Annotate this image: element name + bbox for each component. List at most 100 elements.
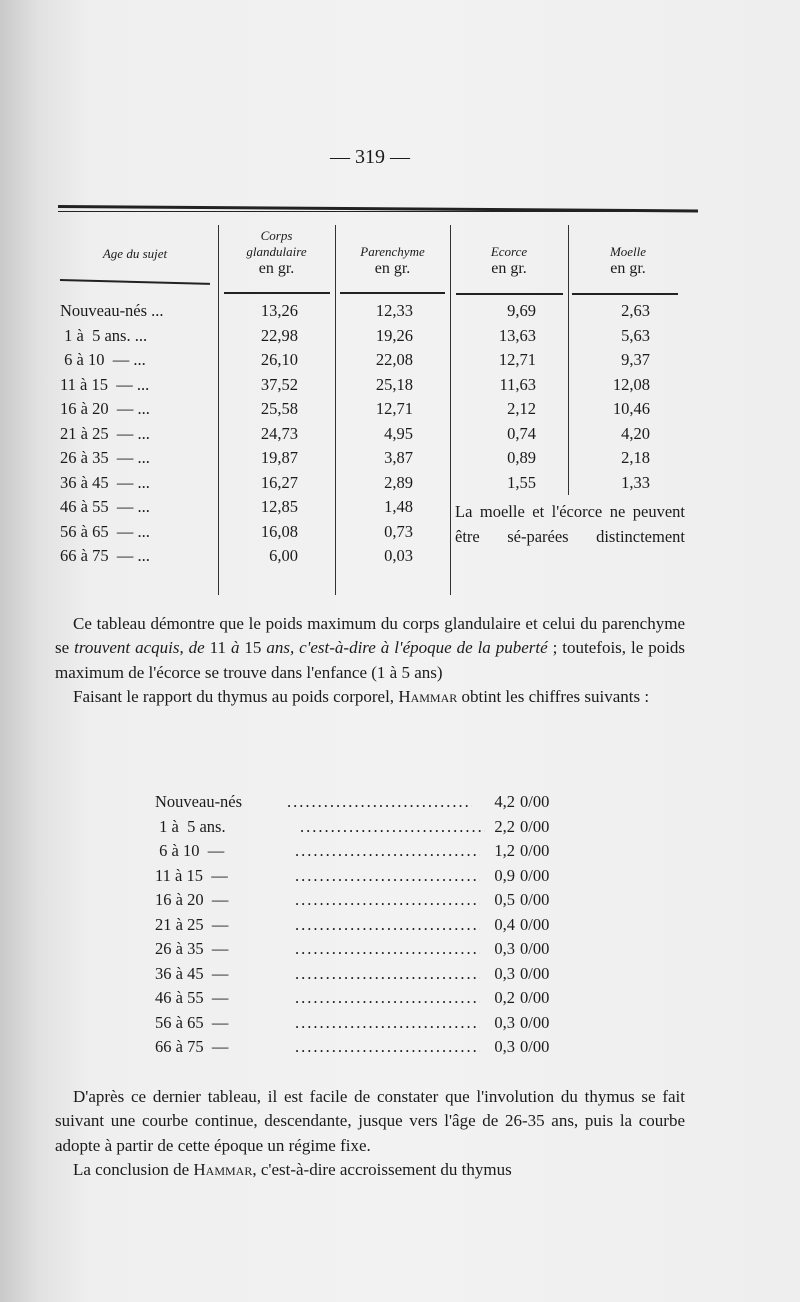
table-note: La moelle et l'écorce ne peuvent être sé… bbox=[455, 502, 685, 546]
text: ; toutefois, le poids maximum de l'écorc… bbox=[55, 638, 686, 682]
text-italic: de bbox=[188, 638, 205, 658]
table-row: 6 à 10 —................................… bbox=[155, 841, 585, 865]
cell-parenchyme: 19,26 bbox=[375, 325, 413, 345]
text: 11 bbox=[204, 638, 231, 658]
cell-corps: 16,27 bbox=[260, 472, 298, 492]
cell-unit: 0/00 bbox=[520, 890, 550, 909]
text: , c'est-à-dire accroissement du thymus bbox=[252, 1160, 512, 1180]
cell-parenchyme: 1,48 bbox=[384, 497, 413, 516]
cell-corps: 6,00 bbox=[269, 546, 298, 565]
table-row: 1 à 5 ans. ... 22,98 19,26 13,63 5,63 bbox=[58, 326, 698, 350]
text: , bbox=[179, 638, 189, 658]
table-row: 1 à 5 ans...............................… bbox=[155, 817, 585, 841]
table-row: 56 à 65 —...............................… bbox=[155, 1013, 585, 1037]
cell-ecorce: 12,71 bbox=[498, 350, 536, 369]
column-divider bbox=[568, 225, 569, 495]
cell-age: 56 à 65 — ... bbox=[60, 521, 150, 541]
column-divider bbox=[450, 225, 451, 595]
header-age: Age du sujet bbox=[60, 246, 210, 262]
cell-value: 0,5 bbox=[494, 890, 515, 909]
text: obtint les chiffres suivants : bbox=[457, 687, 650, 707]
header-parenchyme: Parenchyme en gr. bbox=[335, 244, 450, 278]
paragraph-2: D'après ce dernier tableau, il est facil… bbox=[55, 1085, 685, 1183]
header-title: Parenchyme bbox=[360, 244, 425, 259]
header-ecorce: Ecorce en gr. bbox=[450, 244, 568, 278]
cell-corps: 25,58 bbox=[260, 399, 298, 418]
table-row: 11 à 15 —...............................… bbox=[155, 866, 585, 890]
cell-corps: 26,10 bbox=[260, 350, 298, 369]
cell-parenchyme: 22,08 bbox=[375, 350, 413, 369]
text-italic: à bbox=[230, 638, 240, 658]
cell-age: Nouveau-nés bbox=[155, 792, 243, 811]
text: La conclusion de bbox=[73, 1160, 194, 1180]
cell-parenchyme: 3,87 bbox=[384, 448, 413, 467]
leader-dots: ........................................… bbox=[295, 865, 480, 885]
cell-ecorce: 0,89 bbox=[507, 448, 536, 467]
header-unit: en gr. bbox=[610, 260, 646, 277]
cell-unit: 0/00 bbox=[520, 816, 550, 836]
cell-ecorce: 1,55 bbox=[507, 472, 536, 492]
leader-dots: ........................................… bbox=[295, 1012, 480, 1032]
table-row: 36 à 45 — ... 16,27 2,89 1,55 1,33 bbox=[58, 473, 698, 497]
cell-age: 16 à 20 — bbox=[155, 890, 229, 909]
header-unit: en gr. bbox=[491, 260, 527, 277]
cell-age: 66 à 75 — ... bbox=[60, 546, 150, 565]
text-italic: trouvent acquis bbox=[74, 638, 180, 658]
header-rule bbox=[224, 292, 330, 294]
leader-dots: ........................................… bbox=[295, 914, 480, 934]
cell-moelle: 9,37 bbox=[621, 350, 650, 369]
cell-age: 6 à 10 — bbox=[155, 841, 225, 860]
table-row: 66 à 75 —...............................… bbox=[155, 1037, 585, 1061]
text-italic: ans, c'est-à-dire à l'époque de la puber… bbox=[266, 638, 548, 658]
author-name: Hammar bbox=[398, 687, 458, 707]
table-row: 26 à 35 —...............................… bbox=[155, 939, 585, 963]
leader-dots: ........................................… bbox=[295, 963, 480, 983]
table-row: 11 à 15 — ... 37,52 25,18 11,63 12,08 bbox=[58, 375, 698, 399]
leader-dots: ........................................… bbox=[295, 988, 480, 1007]
header-unit: en gr. bbox=[374, 260, 411, 277]
cell-corps: 37,52 bbox=[260, 374, 298, 394]
cell-age: 46 à 55 — bbox=[155, 988, 229, 1007]
cell-age: 6 à 10 — ... bbox=[60, 350, 146, 369]
header-corps: Corps glandulaire en gr. bbox=[218, 228, 335, 278]
cell-corps: 22,98 bbox=[260, 325, 298, 345]
table-row: Nouveau-nés.............................… bbox=[155, 792, 585, 816]
cell-parenchyme: 4,95 bbox=[384, 423, 413, 443]
paragraph-1: Ce tableau démontre que le poids maximum… bbox=[55, 612, 685, 710]
cell-corps: 19,87 bbox=[260, 448, 298, 467]
leader-dots: ........................................… bbox=[295, 939, 480, 958]
table-row: 21 à 25 —...............................… bbox=[155, 915, 585, 939]
leader-dots: ........................................… bbox=[295, 841, 480, 860]
table-row: 66 à 75 — ... 6,00 0,03 bbox=[58, 546, 698, 570]
table-row: 16 à 20 — ... 25,58 12,71 2,12 10,46 bbox=[58, 399, 698, 423]
column-divider bbox=[218, 225, 219, 595]
text-line: Ce tableau démontre que le poids maximum… bbox=[55, 612, 685, 685]
header-title: Moelle bbox=[609, 244, 647, 259]
cell-age: 46 à 55 — ... bbox=[60, 497, 150, 516]
cell-age: 36 à 45 — bbox=[155, 963, 229, 983]
cell-age: Nouveau-nés ... bbox=[60, 301, 164, 320]
cell-moelle: 1,33 bbox=[621, 472, 650, 492]
cell-parenchyme: 12,71 bbox=[375, 399, 413, 418]
table-row: 21 à 25 — ... 24,73 4,95 0,74 4,20 bbox=[58, 424, 698, 448]
cell-ecorce: 11,63 bbox=[499, 374, 536, 394]
header-rule bbox=[340, 292, 445, 294]
page-number: — 319 — bbox=[330, 146, 410, 168]
cell-age: 66 à 75 — bbox=[155, 1037, 229, 1056]
cell-unit: 0/00 bbox=[520, 1012, 550, 1032]
text: 15 bbox=[239, 638, 267, 658]
cell-age: 26 à 35 — ... bbox=[60, 448, 150, 467]
cell-moelle: 4,20 bbox=[621, 423, 650, 443]
cell-age: 36 à 45 — ... bbox=[60, 472, 150, 492]
leader-dots: ........................................… bbox=[287, 792, 472, 811]
cell-age: 56 à 65 — bbox=[155, 1012, 229, 1032]
header-title: Ecorce bbox=[490, 244, 528, 259]
cell-moelle: 10,46 bbox=[612, 399, 650, 418]
author-name: Hammar bbox=[193, 1160, 253, 1180]
cell-age: 1 à 5 ans. ... bbox=[60, 325, 148, 345]
table-row: Nouveau-nés ... 13,26 12,33 9,69 2,63 bbox=[58, 301, 698, 325]
header-rule bbox=[456, 293, 563, 295]
cell-unit: 0/00 bbox=[520, 963, 550, 983]
text-line: La conclusion de Hammar, c'est-à-dire ac… bbox=[55, 1158, 685, 1182]
cell-value: 1,2 bbox=[494, 841, 515, 860]
